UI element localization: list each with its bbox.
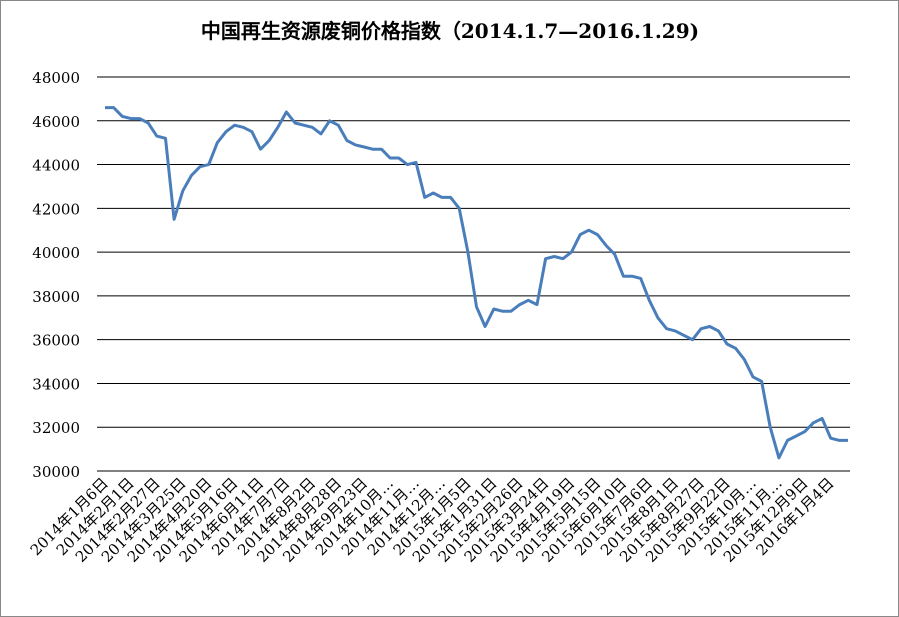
y-tick-label: 32000 [32, 419, 80, 437]
y-tick-label: 36000 [32, 332, 80, 350]
y-tick-label: 42000 [32, 200, 80, 218]
y-tick-label: 38000 [32, 288, 80, 306]
y-tick-label: 48000 [32, 69, 80, 87]
y-tick-label: 46000 [32, 113, 80, 131]
chart-title: 中国再生资源废铜价格指数（2014.1.7—2016.1.29) [201, 19, 699, 43]
y-tick-label: 44000 [32, 157, 80, 175]
y-tick-label: 34000 [32, 375, 80, 393]
data-line [105, 106, 848, 460]
y-tick-label: 30000 [32, 463, 80, 481]
y-tick-label: 40000 [32, 244, 80, 262]
